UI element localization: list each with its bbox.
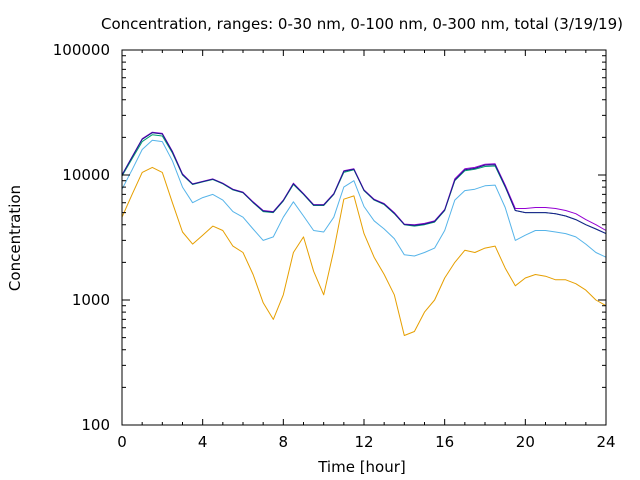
tick-layer: 0 4 8 12 16 20 24 100 1000 10000 100000 xyxy=(53,41,616,451)
y-axis-label: Concentration xyxy=(6,185,24,291)
x-tick-label: 12 xyxy=(354,433,373,451)
y-tick-label: 10000 xyxy=(62,166,110,184)
y-tick-label: 100 xyxy=(81,416,110,434)
x-tick-label: 8 xyxy=(279,433,289,451)
y-tick-label: 100000 xyxy=(53,41,110,59)
plot-frame xyxy=(121,49,607,426)
series-line-2 xyxy=(121,139,607,258)
series-line-5 xyxy=(121,132,607,235)
x-tick-label: 24 xyxy=(596,433,615,451)
x-axis-label: Time [hour] xyxy=(317,458,406,476)
series-layer xyxy=(121,131,607,336)
chart-title: Concentration, ranges: 0-30 nm, 0-100 nm… xyxy=(101,15,623,33)
series-line-1 xyxy=(121,166,607,336)
y-tick-label: 1000 xyxy=(72,291,110,309)
x-tick-label: 4 xyxy=(198,433,208,451)
x-tick-label: 20 xyxy=(516,433,535,451)
x-tick-label: 0 xyxy=(117,433,127,451)
x-tick-label: 16 xyxy=(435,433,454,451)
